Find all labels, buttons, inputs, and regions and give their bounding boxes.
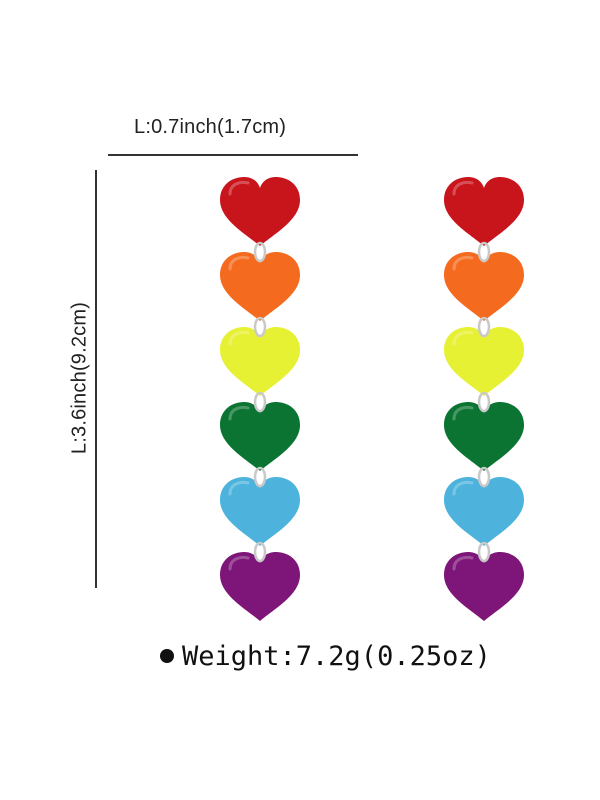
weight-label: Weight:7.2g(0.25oz) [182, 640, 491, 672]
jump-ring-right [477, 541, 491, 563]
heart-green-left [220, 402, 300, 471]
length-dimension-line [95, 170, 97, 588]
heart-sheen-left [228, 180, 250, 196]
heart-blue-right [444, 477, 524, 546]
weight-info: Weight:7.2g(0.25oz) [160, 636, 491, 676]
heart-sheen-right [452, 255, 474, 271]
heart-red-right [444, 177, 524, 246]
width-dimension-label: L:0.7inch(1.7cm) [134, 116, 287, 138]
jump-ring-left [253, 241, 267, 263]
heart-sheen-left [228, 330, 250, 346]
heart-blue-left [220, 477, 300, 546]
earring-left [220, 177, 300, 621]
jump-ring-left [253, 316, 267, 338]
bullet-icon [160, 649, 174, 663]
jump-ring-right [477, 466, 491, 488]
jump-ring-left [253, 391, 267, 413]
heart-orange-left [220, 252, 300, 321]
jump-ring-left [253, 466, 267, 488]
heart-sheen-right [452, 405, 474, 421]
heart-yellow-left [220, 327, 300, 396]
heart-red-left [220, 177, 300, 246]
heart-sheen-right [452, 330, 474, 346]
heart-sheen-left [228, 555, 250, 571]
heart-sheen-right [452, 555, 474, 571]
heart-sheen-right [452, 180, 474, 196]
heart-purple-right [444, 552, 524, 621]
heart-sheen-right [452, 480, 474, 496]
heart-orange-right [444, 252, 524, 321]
heart-purple-left [220, 552, 300, 621]
jump-ring-right [477, 391, 491, 413]
jump-ring-left [253, 541, 267, 563]
earring-right [444, 177, 524, 621]
heart-yellow-right [444, 327, 524, 396]
width-dimension-line [108, 154, 358, 156]
heart-green-right [444, 402, 524, 471]
heart-sheen-left [228, 480, 250, 496]
heart-sheen-left [228, 255, 250, 271]
jump-ring-right [477, 241, 491, 263]
jump-ring-right [477, 316, 491, 338]
heart-sheen-left [228, 405, 250, 421]
